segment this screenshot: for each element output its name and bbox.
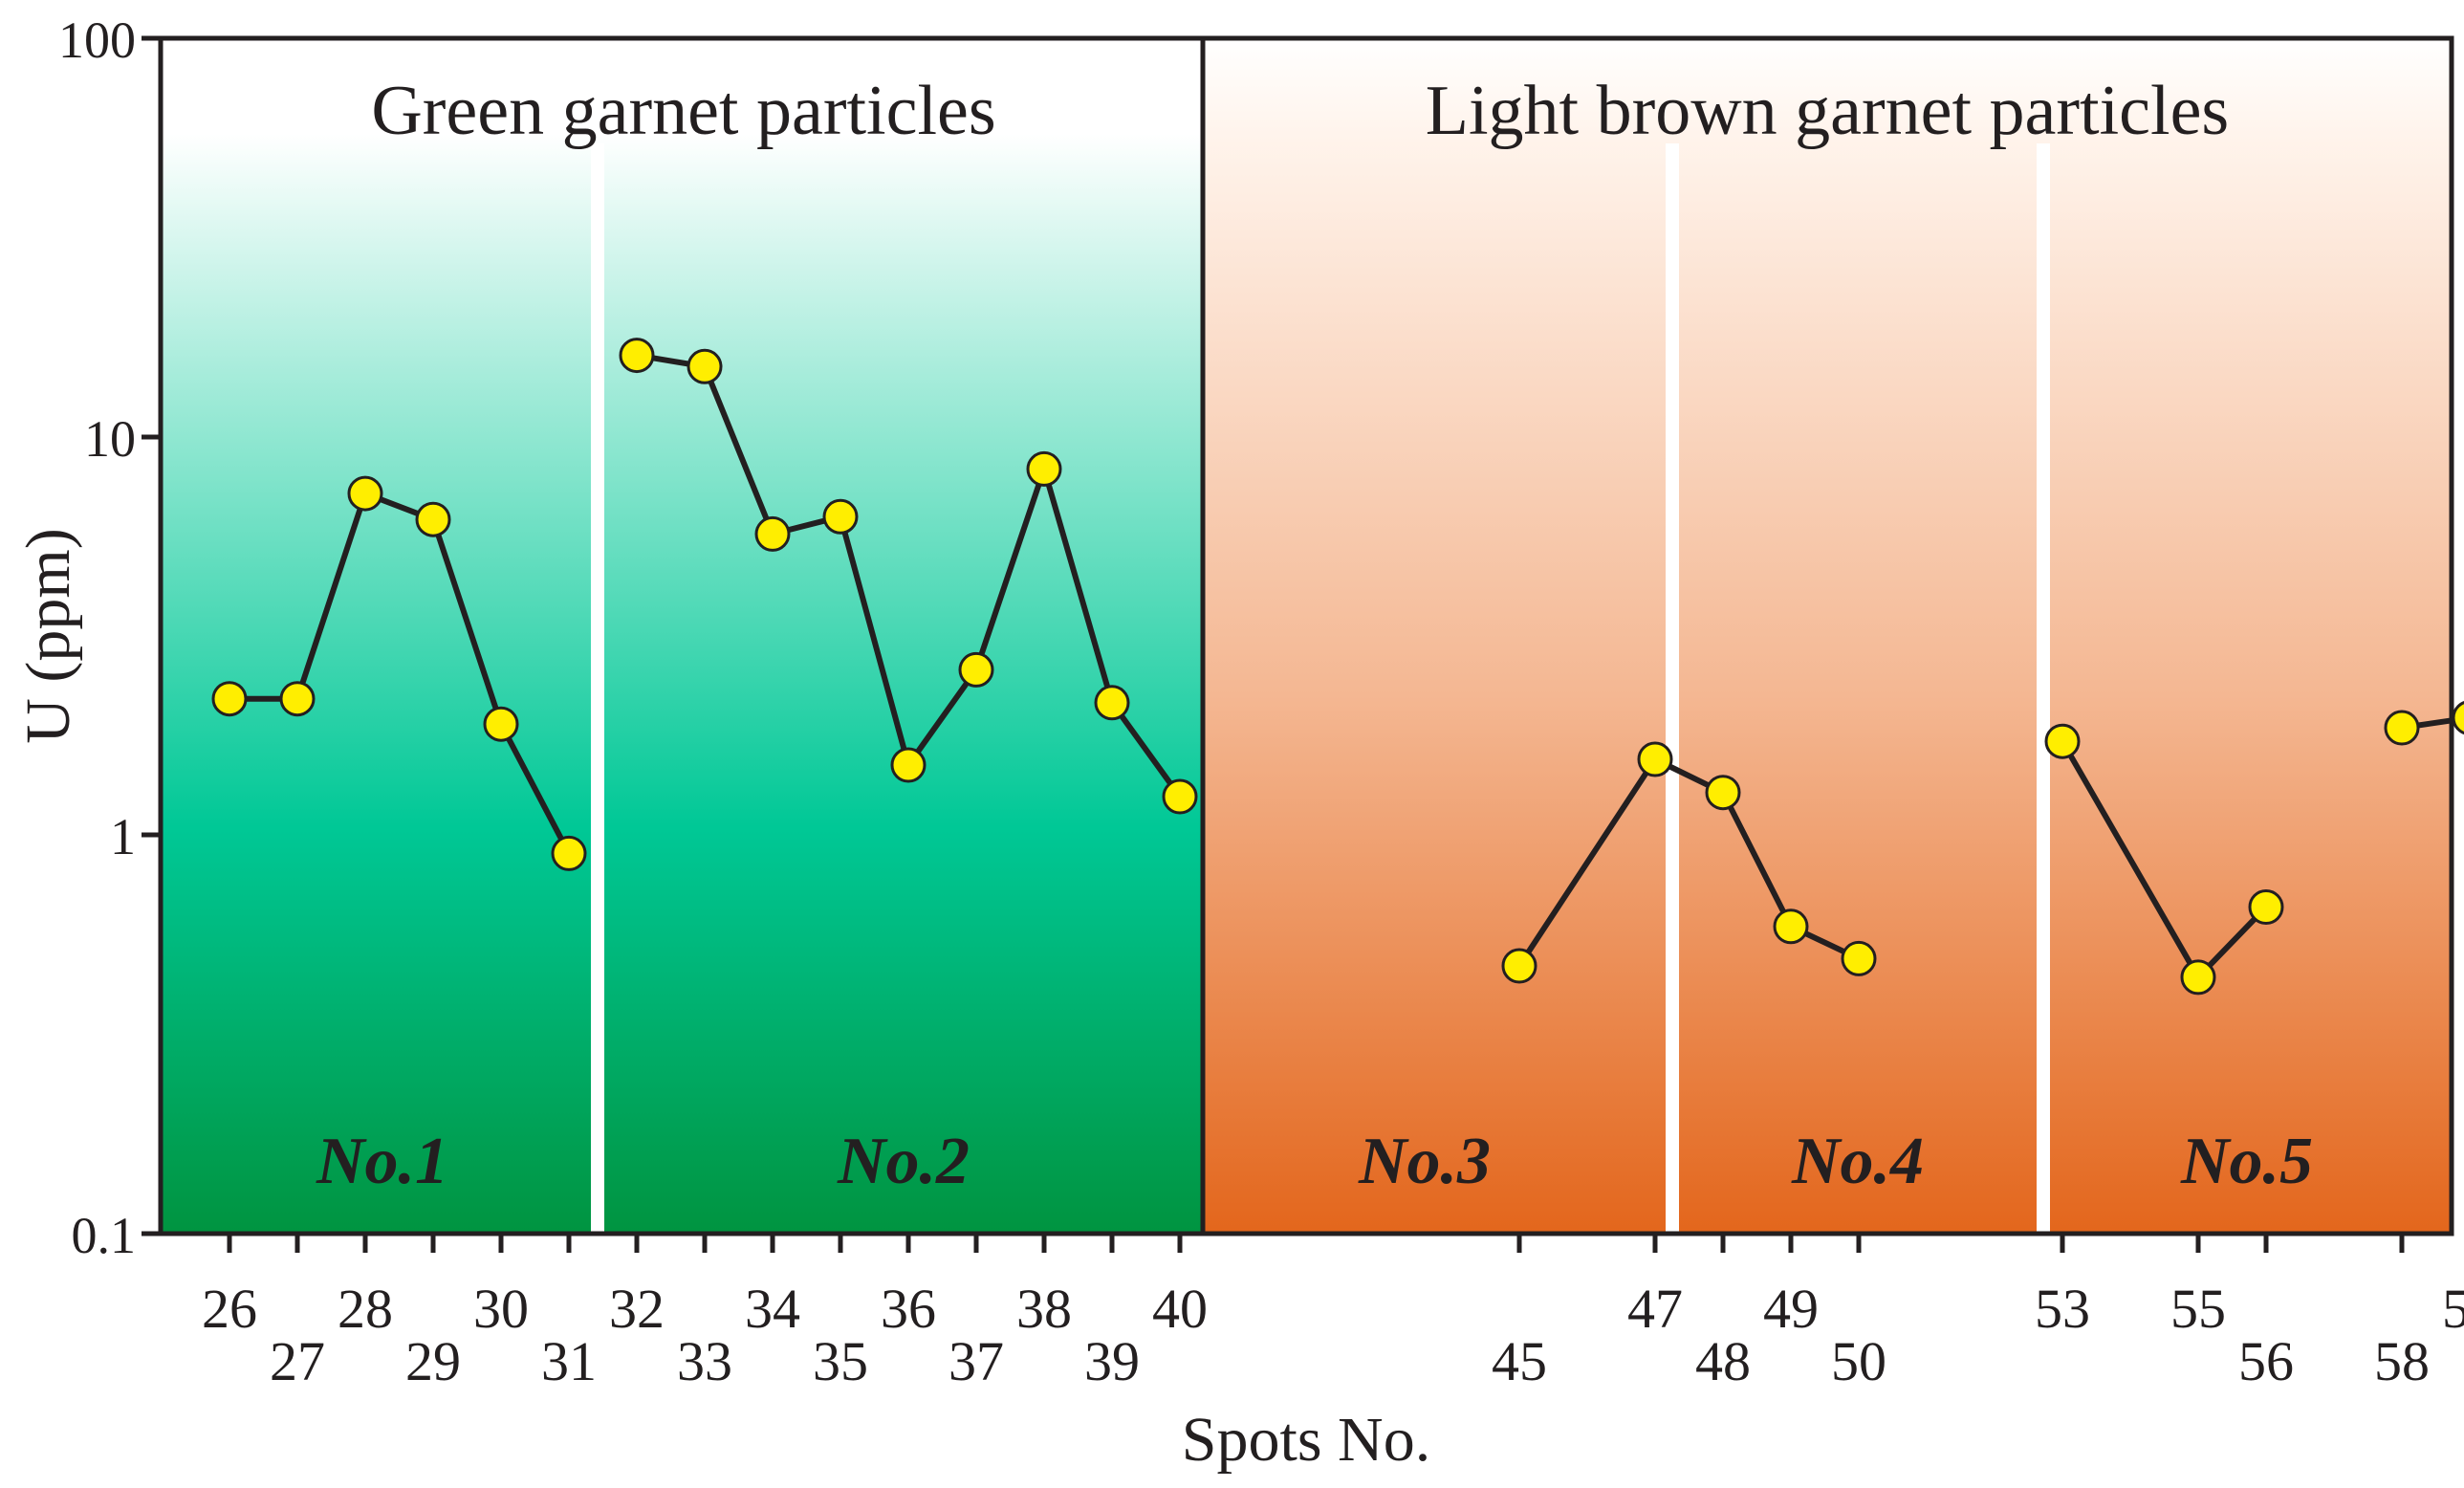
data-point (2044, 723, 2081, 759)
plot-frame (158, 35, 2454, 1236)
data-point (1501, 948, 1537, 984)
data-point (2180, 959, 2216, 996)
data-point (1841, 940, 1877, 976)
brown-region-background (1203, 38, 2452, 1234)
series-line-no5 (2401, 715, 2464, 731)
y-tick-label: 100 (58, 11, 136, 69)
particle-label-no3: No.3 (1358, 1125, 1491, 1198)
x-tick-label: 45 (1492, 1330, 1547, 1392)
data-point (619, 338, 655, 374)
x-tick-label: 34 (745, 1278, 800, 1340)
x-tick-label: 59 (2442, 1278, 2464, 1340)
particle-label-no2: No.2 (837, 1125, 970, 1198)
x-tick-label: 30 (473, 1278, 529, 1340)
x-tick-label: 53 (2035, 1278, 2090, 1340)
x-tick-label: 36 (881, 1278, 936, 1340)
y-tick-label: 0.1 (72, 1207, 137, 1264)
group-title-brown: Light brown garnet particles (1426, 72, 2229, 150)
data-point (822, 498, 859, 535)
x-tick-label: 48 (1695, 1330, 1751, 1392)
data-point (754, 515, 791, 552)
y-tick-label: 10 (84, 410, 136, 468)
data-point (279, 681, 316, 717)
data-point (1094, 685, 1130, 721)
data-point (211, 681, 248, 717)
separator-no4-no5 (2037, 143, 2050, 1234)
x-tick-label: 38 (1016, 1278, 1072, 1340)
data-point (1705, 775, 1741, 811)
green-region-background (161, 38, 1203, 1234)
y-tick-label: 1 (110, 808, 136, 865)
x-tick-label: 55 (2170, 1278, 2226, 1340)
x-tick-label: 37 (949, 1330, 1004, 1392)
x-tick-label: 56 (2238, 1330, 2294, 1392)
x-tick-label: 49 (1763, 1278, 1819, 1340)
x-tick-label: 39 (1084, 1330, 1140, 1392)
x-tick-label: 29 (405, 1330, 461, 1392)
x-tick-label: 40 (1152, 1278, 1208, 1340)
particle-label-no5: No.5 (2180, 1125, 2313, 1198)
data-point (551, 835, 587, 871)
data-point (1162, 778, 1198, 815)
data-point (890, 747, 927, 783)
data-point (687, 348, 723, 384)
series-layer (211, 338, 2464, 996)
y-axis-title: U (ppm) (13, 528, 83, 743)
data-point (415, 501, 451, 537)
data-point (1637, 741, 1673, 777)
particle-label-no4: No.4 (1791, 1125, 1924, 1198)
data-point (2384, 710, 2420, 746)
separator-no1-no2 (591, 143, 604, 1234)
group-title-green: Green garnet particles (371, 72, 995, 150)
x-tick-label: 26 (202, 1278, 257, 1340)
x-tick-label: 31 (541, 1330, 597, 1392)
data-point (2452, 701, 2464, 735)
x-tick-label: 35 (813, 1330, 868, 1392)
y-axis: 0.1 1 10 100 (58, 11, 161, 1264)
x-tick-label: 33 (677, 1330, 732, 1392)
particle-label-no1: No.1 (316, 1125, 448, 1198)
data-point (1026, 450, 1062, 487)
x-tick-label: 27 (270, 1330, 325, 1392)
data-point (483, 706, 519, 742)
separator-no3-no4 (1666, 143, 1679, 1234)
x-tick-label: 28 (338, 1278, 393, 1340)
x-tick-label: 32 (609, 1278, 665, 1340)
data-point (958, 651, 994, 688)
x-tick-label: 50 (1831, 1330, 1886, 1392)
x-axis-title: Spots No. (1182, 1405, 1430, 1475)
data-point (1773, 908, 1809, 945)
data-point (347, 475, 383, 512)
x-tick-label: 58 (2374, 1330, 2430, 1392)
data-point (2248, 889, 2284, 925)
x-tick-label: 47 (1627, 1278, 1683, 1340)
